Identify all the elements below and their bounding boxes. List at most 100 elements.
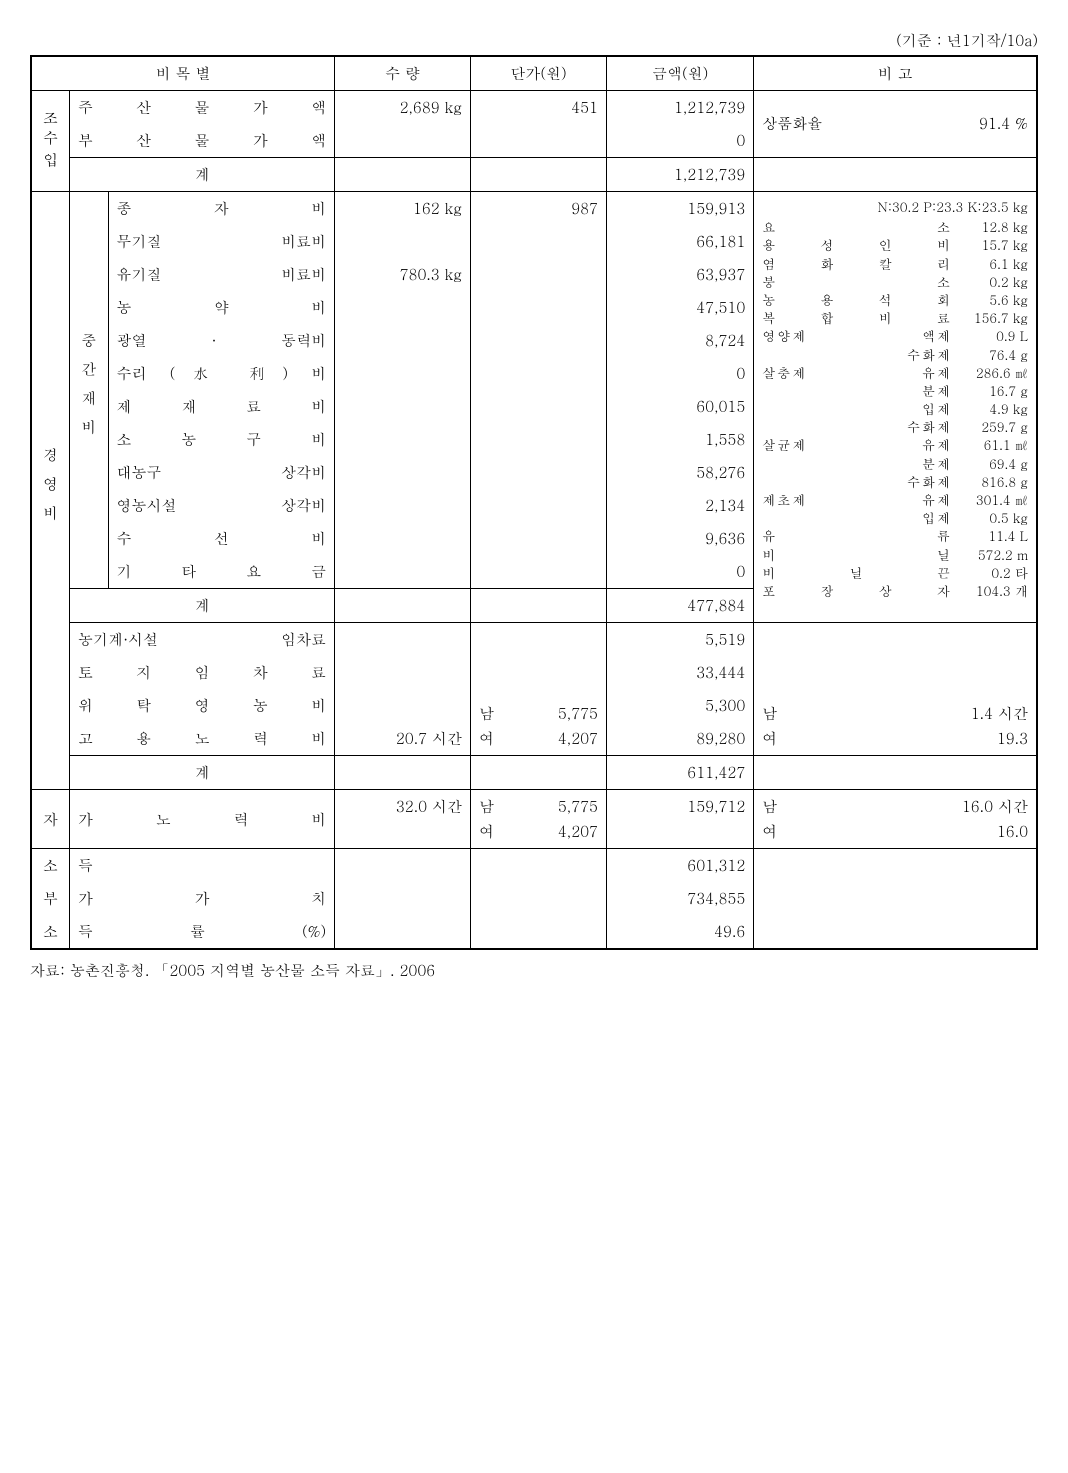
notes-header: N:30.2 P:23.3 K:23.5 kg: [762, 198, 1028, 216]
mid-item-label: 수리 (水 利) 비: [109, 357, 335, 390]
mid-item-unit: [471, 324, 606, 357]
mid-item-unit: [471, 225, 606, 258]
mid-cat: 중간재비: [70, 192, 109, 589]
hdr-remark: 비 고: [754, 56, 1037, 91]
hdr-unit: 단가(원): [471, 56, 607, 91]
mid-item-amt: 63,937: [607, 258, 753, 291]
rev-by-label: 부 산 물 가 액: [70, 124, 334, 157]
notes-row: 비 닐 끈0.2 타: [762, 564, 1028, 582]
self-remark: 남16.0 시간여16.0: [754, 790, 1037, 849]
source-footer: 자료: 농촌진흥청. 「2005 지역별 농산물 소득 자료」. 2006: [30, 960, 1038, 981]
mid-item-unit: [471, 555, 606, 588]
self-amt: 159,712: [607, 790, 754, 849]
rev-rate-value: 91.4 %: [979, 112, 1028, 135]
other-item-label: 농기계·시설 임차료: [70, 623, 334, 656]
notes-cell: N:30.2 P:23.3 K:23.5 kg 요 소12.8 kg용 성 인 비…: [754, 192, 1037, 623]
self-cat: 자: [31, 790, 70, 849]
mid-item-unit: [471, 258, 606, 291]
mid-item-qty: [335, 489, 470, 522]
self-unit: 남5,775여4,207: [471, 790, 607, 849]
mid-item-qty: [335, 522, 470, 555]
mid-item-amt: 2,134: [607, 489, 753, 522]
mid-item-amt: 58,276: [607, 456, 753, 489]
self-qty: 32.0 시간: [335, 790, 471, 849]
mid-item-label: 대농구 상각비: [109, 456, 335, 489]
notes-row: 수화제816.8 g: [762, 473, 1028, 491]
notes-row: 수화제76.4 g: [762, 346, 1028, 364]
mid-unit-col: 987: [471, 192, 607, 589]
mid-item-qty: [335, 423, 470, 456]
mid-item-amt: 47,510: [607, 291, 753, 324]
rev-subtotal-label: 계: [70, 158, 335, 192]
income-cat-cell: 소: [32, 849, 69, 882]
income-cat-cell: 소: [32, 915, 69, 948]
notes-row: 농 용 석 회5.6 kg: [762, 291, 1028, 309]
mid-qty-col: 162 kg 780.3 kg: [335, 192, 471, 589]
mid-item-unit: [471, 456, 606, 489]
mid-item-unit: [471, 489, 606, 522]
other-remark: 남1.4 시간여19.3: [754, 623, 1037, 756]
other-hired-qty: 20.7 시간: [335, 722, 470, 755]
notes-row: 붕 소0.2 kg: [762, 273, 1028, 291]
mid-item-unit: [471, 291, 606, 324]
other-item-amt: 89,280: [607, 722, 753, 755]
notes-row: 살균제 유제61.1 ㎖: [762, 436, 1028, 454]
other-item-label: 토 지 임 차 료: [70, 656, 334, 689]
rev-main-label: 주 산 물 가 액: [70, 91, 334, 124]
income-labels: 득가 가 치득 률 (%): [70, 849, 335, 950]
mid-item-amt: 0: [607, 555, 753, 588]
mid-item-qty: [335, 456, 470, 489]
mid-item-label: 소 농 구 비: [109, 423, 335, 456]
other-qty: 20.7 시간: [335, 623, 471, 756]
mid-item-unit: [471, 357, 606, 390]
mid-item-amt: 66,181: [607, 225, 753, 258]
self-label: 가 노 력 비: [70, 790, 335, 849]
mid-items: 종 자 비무기질 비료비유기질 비료비농 약 비광열 · 동력비수리 (水 利)…: [108, 192, 335, 589]
rev-by-amt: 0: [607, 124, 753, 157]
rev-rate-label: 상품화율: [762, 112, 979, 135]
mid-item-amt: 9,636: [607, 522, 753, 555]
mid-item-qty: [335, 225, 470, 258]
cost-table: 비 목 별 수 량 단가(원) 금액(원) 비 고 조수입 주 산 물 가 액 …: [30, 55, 1038, 950]
income-label: 가 가 치: [70, 882, 334, 915]
other-unit: 남5,775여4,207: [471, 623, 607, 756]
notes-row: 요 소12.8 kg: [762, 218, 1028, 236]
mid-item-qty: [335, 555, 470, 588]
mid-item-amt: 1,558: [607, 423, 753, 456]
notes-row: 영양제 액제0.9 L: [762, 327, 1028, 345]
mid-item-label: 유기질 비료비: [109, 258, 335, 291]
mid-item-unit: 987: [471, 192, 606, 225]
mid-item-qty: 780.3 kg: [335, 258, 470, 291]
mid-item-label: 영농시설 상각비: [109, 489, 335, 522]
mid-item-unit: [471, 423, 606, 456]
rev-main-amt: 1,212,739: [607, 91, 753, 124]
income-amount: 601,312: [607, 849, 753, 882]
mid-item-unit: [471, 522, 606, 555]
notes-row: 포 장 상 자104.3 개: [762, 582, 1028, 600]
rev-cat: 조수입: [31, 91, 70, 192]
hdr-item: 비 목 별: [31, 56, 335, 91]
notes-row: 제초제 유제301.4 ㎖: [762, 491, 1028, 509]
mid-subtotal-label: 계: [70, 589, 335, 623]
cost-cat: 경영비: [31, 192, 70, 790]
mid-subtotal-amt: 477,884: [607, 589, 754, 623]
cost-total-amt: 611,427: [607, 756, 754, 790]
mid-amt-col: 159,91366,18163,93747,5108,724060,0151,5…: [607, 192, 754, 589]
other-item-label: 고 용 노 력 비: [70, 722, 334, 755]
income-cat: 소부소: [31, 849, 70, 950]
notes-row: 분제69.4 g: [762, 455, 1028, 473]
other-item-amt: 5,519: [607, 623, 753, 656]
mid-item-qty: [335, 324, 470, 357]
income-label: 득: [70, 849, 334, 882]
notes-row: 유 류11.4 L: [762, 527, 1028, 545]
mid-item-label: 제 재 료 비: [109, 390, 335, 423]
notes-row: 용 성 인 비15.7 kg: [762, 236, 1028, 254]
other-hired-remark: 남1.4 시간여19.3: [754, 697, 1036, 755]
mid-item-qty: [335, 357, 470, 390]
notes-row: 비 닐572.2 m: [762, 546, 1028, 564]
cost-total-label: 계: [70, 756, 335, 790]
income-amount: 49.6: [607, 915, 753, 948]
mid-item-amt: 159,913: [607, 192, 753, 225]
mid-item-amt: 0: [607, 357, 753, 390]
notes-row: 살충제 유제286.6 ㎖: [762, 364, 1028, 382]
